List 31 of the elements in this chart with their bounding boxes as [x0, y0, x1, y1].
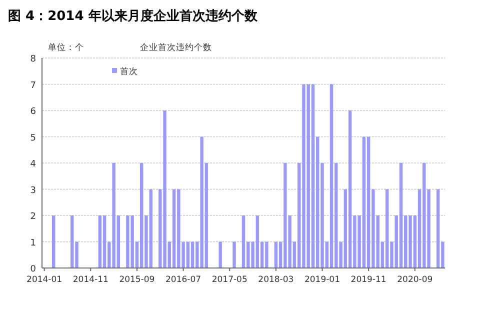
x-tick-label: 2016-07 [166, 275, 202, 285]
y-tick-label: 1 [30, 238, 36, 248]
y-tick-label: 8 [30, 54, 36, 64]
x-tick-label: 2014-11 [72, 275, 108, 285]
bar [242, 216, 246, 268]
y-tick-label: 6 [30, 107, 36, 117]
bar [311, 84, 315, 268]
x-tick-label: 2017-05 [212, 275, 248, 285]
y-tick-label: 5 [30, 133, 36, 144]
y-tick-label: 4 [30, 160, 36, 170]
x-tick-label: 2015-09 [119, 275, 155, 285]
y-tick-label: 7 [30, 80, 36, 91]
bar [218, 242, 222, 268]
y-tick-label: 3 [30, 186, 36, 196]
y-tick-label: 0 [30, 264, 36, 274]
chart-subtitle: 企业首次违约个数 [140, 42, 212, 53]
x-tick-label: 2014-01 [26, 275, 62, 285]
bar [399, 163, 403, 268]
bar [274, 242, 278, 268]
x-tick-label: 2018-03 [258, 275, 294, 285]
x-tick-label: 2020-09 [397, 275, 433, 285]
bar [172, 189, 176, 268]
bar [52, 216, 56, 268]
bar [330, 84, 334, 268]
y-tick-label: 2 [30, 212, 36, 222]
x-tick-label: 2019-11 [350, 275, 386, 285]
legend-label: 首次 [120, 66, 138, 77]
x-tick-label: 2019-01 [304, 275, 340, 285]
bar [232, 242, 236, 268]
y-axis-title: 单位：个 [48, 42, 84, 53]
chart-title: 图 4：2014 年以来月度企业首次违约个数 [8, 8, 258, 24]
